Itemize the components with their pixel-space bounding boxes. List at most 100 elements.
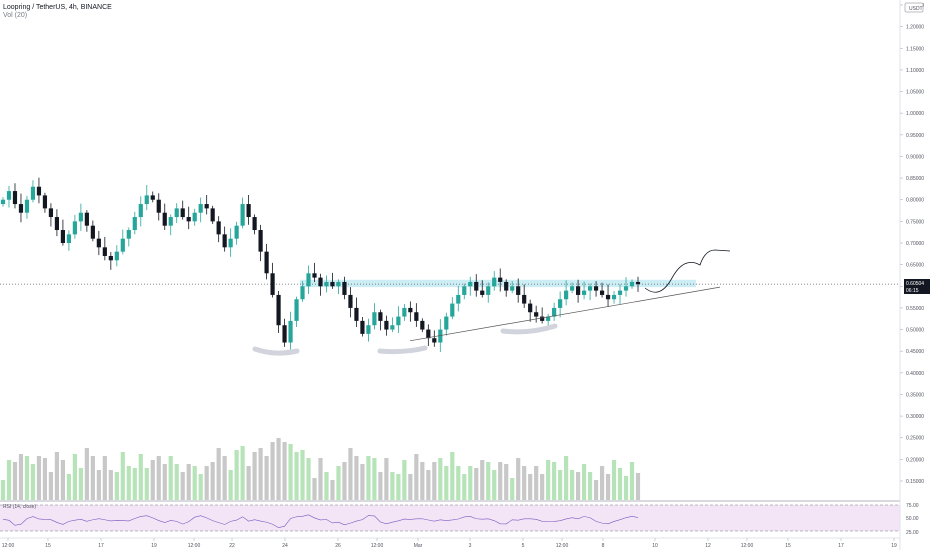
volume-bar: [408, 474, 413, 500]
candle-body: [575, 286, 581, 295]
volume-bar: [222, 456, 227, 500]
candle-body: [174, 208, 179, 218]
time-tick-label: 19: [151, 543, 157, 549]
candle-body: [90, 225, 95, 239]
candle-body: [114, 251, 119, 261]
candle-body: [36, 186, 42, 196]
low-highlight-mark: [377, 345, 428, 355]
volume-bar: [246, 466, 251, 500]
candle-body: [593, 286, 599, 291]
price-axis[interactable]: 1.250001.200001.150001.100001.050001.000…: [899, 0, 924, 550]
volume-bar: [558, 470, 563, 500]
drawing-annotations: [252, 249, 731, 356]
candle-body: [300, 286, 305, 300]
volume-bar: [528, 474, 533, 500]
volume-bar: [426, 470, 431, 500]
volume-bar: [486, 462, 491, 500]
volume-bar: [605, 474, 611, 500]
candle-body: [623, 286, 629, 291]
time-tick-label: 15: [785, 543, 791, 549]
volume-bar: [587, 472, 593, 500]
volume-bar: [0, 480, 6, 500]
time-tick-label: 3: [469, 543, 472, 549]
candle-body: [288, 320, 293, 343]
candle-body: [581, 290, 587, 295]
volume-bar: [72, 454, 77, 500]
volume-bar: [462, 474, 467, 500]
volume-bar: [108, 470, 113, 500]
price-tick-label: 1.15000: [906, 46, 924, 52]
volume-bar: [186, 464, 191, 500]
candle-body: [84, 212, 89, 226]
price-tick-label: 0.40000: [906, 371, 924, 377]
price-tick-label: 0.95000: [906, 133, 924, 139]
volume-bar: [581, 464, 587, 500]
time-tick-label: 17: [838, 543, 844, 549]
volume-bar: [66, 474, 71, 500]
volume-bar: [402, 460, 407, 500]
candle-body: [222, 234, 227, 248]
candle-body: [234, 225, 239, 239]
candle-body: [366, 325, 371, 334]
time-tick-label: 12:00: [371, 543, 384, 549]
time-tick-label: 19: [891, 543, 897, 549]
candle-body: [432, 338, 437, 343]
volume-bar: [210, 462, 215, 500]
time-tick-label: 8: [602, 543, 605, 549]
volume-bar: [180, 472, 185, 500]
price-tick-label: 1.20000: [906, 25, 924, 31]
rsi-indicator-label: RSI (14, close): [3, 504, 36, 510]
candle-body: [384, 320, 389, 330]
candle-body: [18, 204, 24, 213]
candle-body: [426, 329, 431, 339]
candle-body: [390, 325, 395, 330]
volume-bar: [420, 462, 425, 500]
candle-body: [0, 199, 6, 205]
volume-bar: [324, 472, 329, 500]
candle-body: [246, 204, 251, 218]
candle-body: [360, 320, 365, 334]
candle-body: [564, 290, 569, 300]
candle-body: [30, 186, 36, 200]
volume-bar: [150, 460, 155, 500]
time-tick-label: 26: [335, 543, 341, 549]
volume-bar: [276, 438, 281, 500]
candle-body: [78, 212, 83, 222]
time-tick-label: 12: [705, 543, 711, 549]
volume-bar: [540, 474, 545, 500]
volume-bar: [102, 456, 107, 500]
price-tick-label: 0.80000: [906, 198, 924, 204]
candle-body: [336, 281, 341, 287]
volume-bar: [498, 462, 503, 500]
volume-bar: [30, 464, 36, 500]
candle-body: [204, 204, 209, 209]
currency-badge[interactable]: [904, 2, 924, 13]
volume-bar: [252, 452, 257, 500]
volume-bar: [132, 468, 137, 500]
volume-bar: [54, 452, 60, 500]
time-axis[interactable]: 12:00 15 17 19 12:00 22 24 26 12:00 Mar 3 5 12:00 8 10…: [0, 537, 900, 549]
volume-bar: [516, 458, 521, 500]
candle-body: [270, 273, 275, 295]
candle-body: [264, 251, 269, 274]
volume-bar: [575, 472, 581, 500]
candle-body: [282, 325, 287, 343]
candle-body: [168, 217, 173, 226]
volume-bar: [258, 448, 263, 500]
volume-bar: [546, 460, 551, 500]
candle-body: [587, 286, 593, 291]
candle-body: [546, 316, 551, 321]
candle-body: [504, 281, 509, 291]
candle-body: [498, 277, 503, 282]
candle-body: [126, 230, 131, 239]
time-tick-label: 17: [98, 543, 104, 549]
volume-bar: [336, 466, 341, 500]
volume-bar: [450, 452, 455, 500]
volume-bar: [156, 456, 161, 500]
candle-body: [24, 199, 30, 213]
candle-body: [324, 281, 329, 287]
candle-body: [372, 312, 377, 326]
candle-body: [156, 199, 161, 213]
